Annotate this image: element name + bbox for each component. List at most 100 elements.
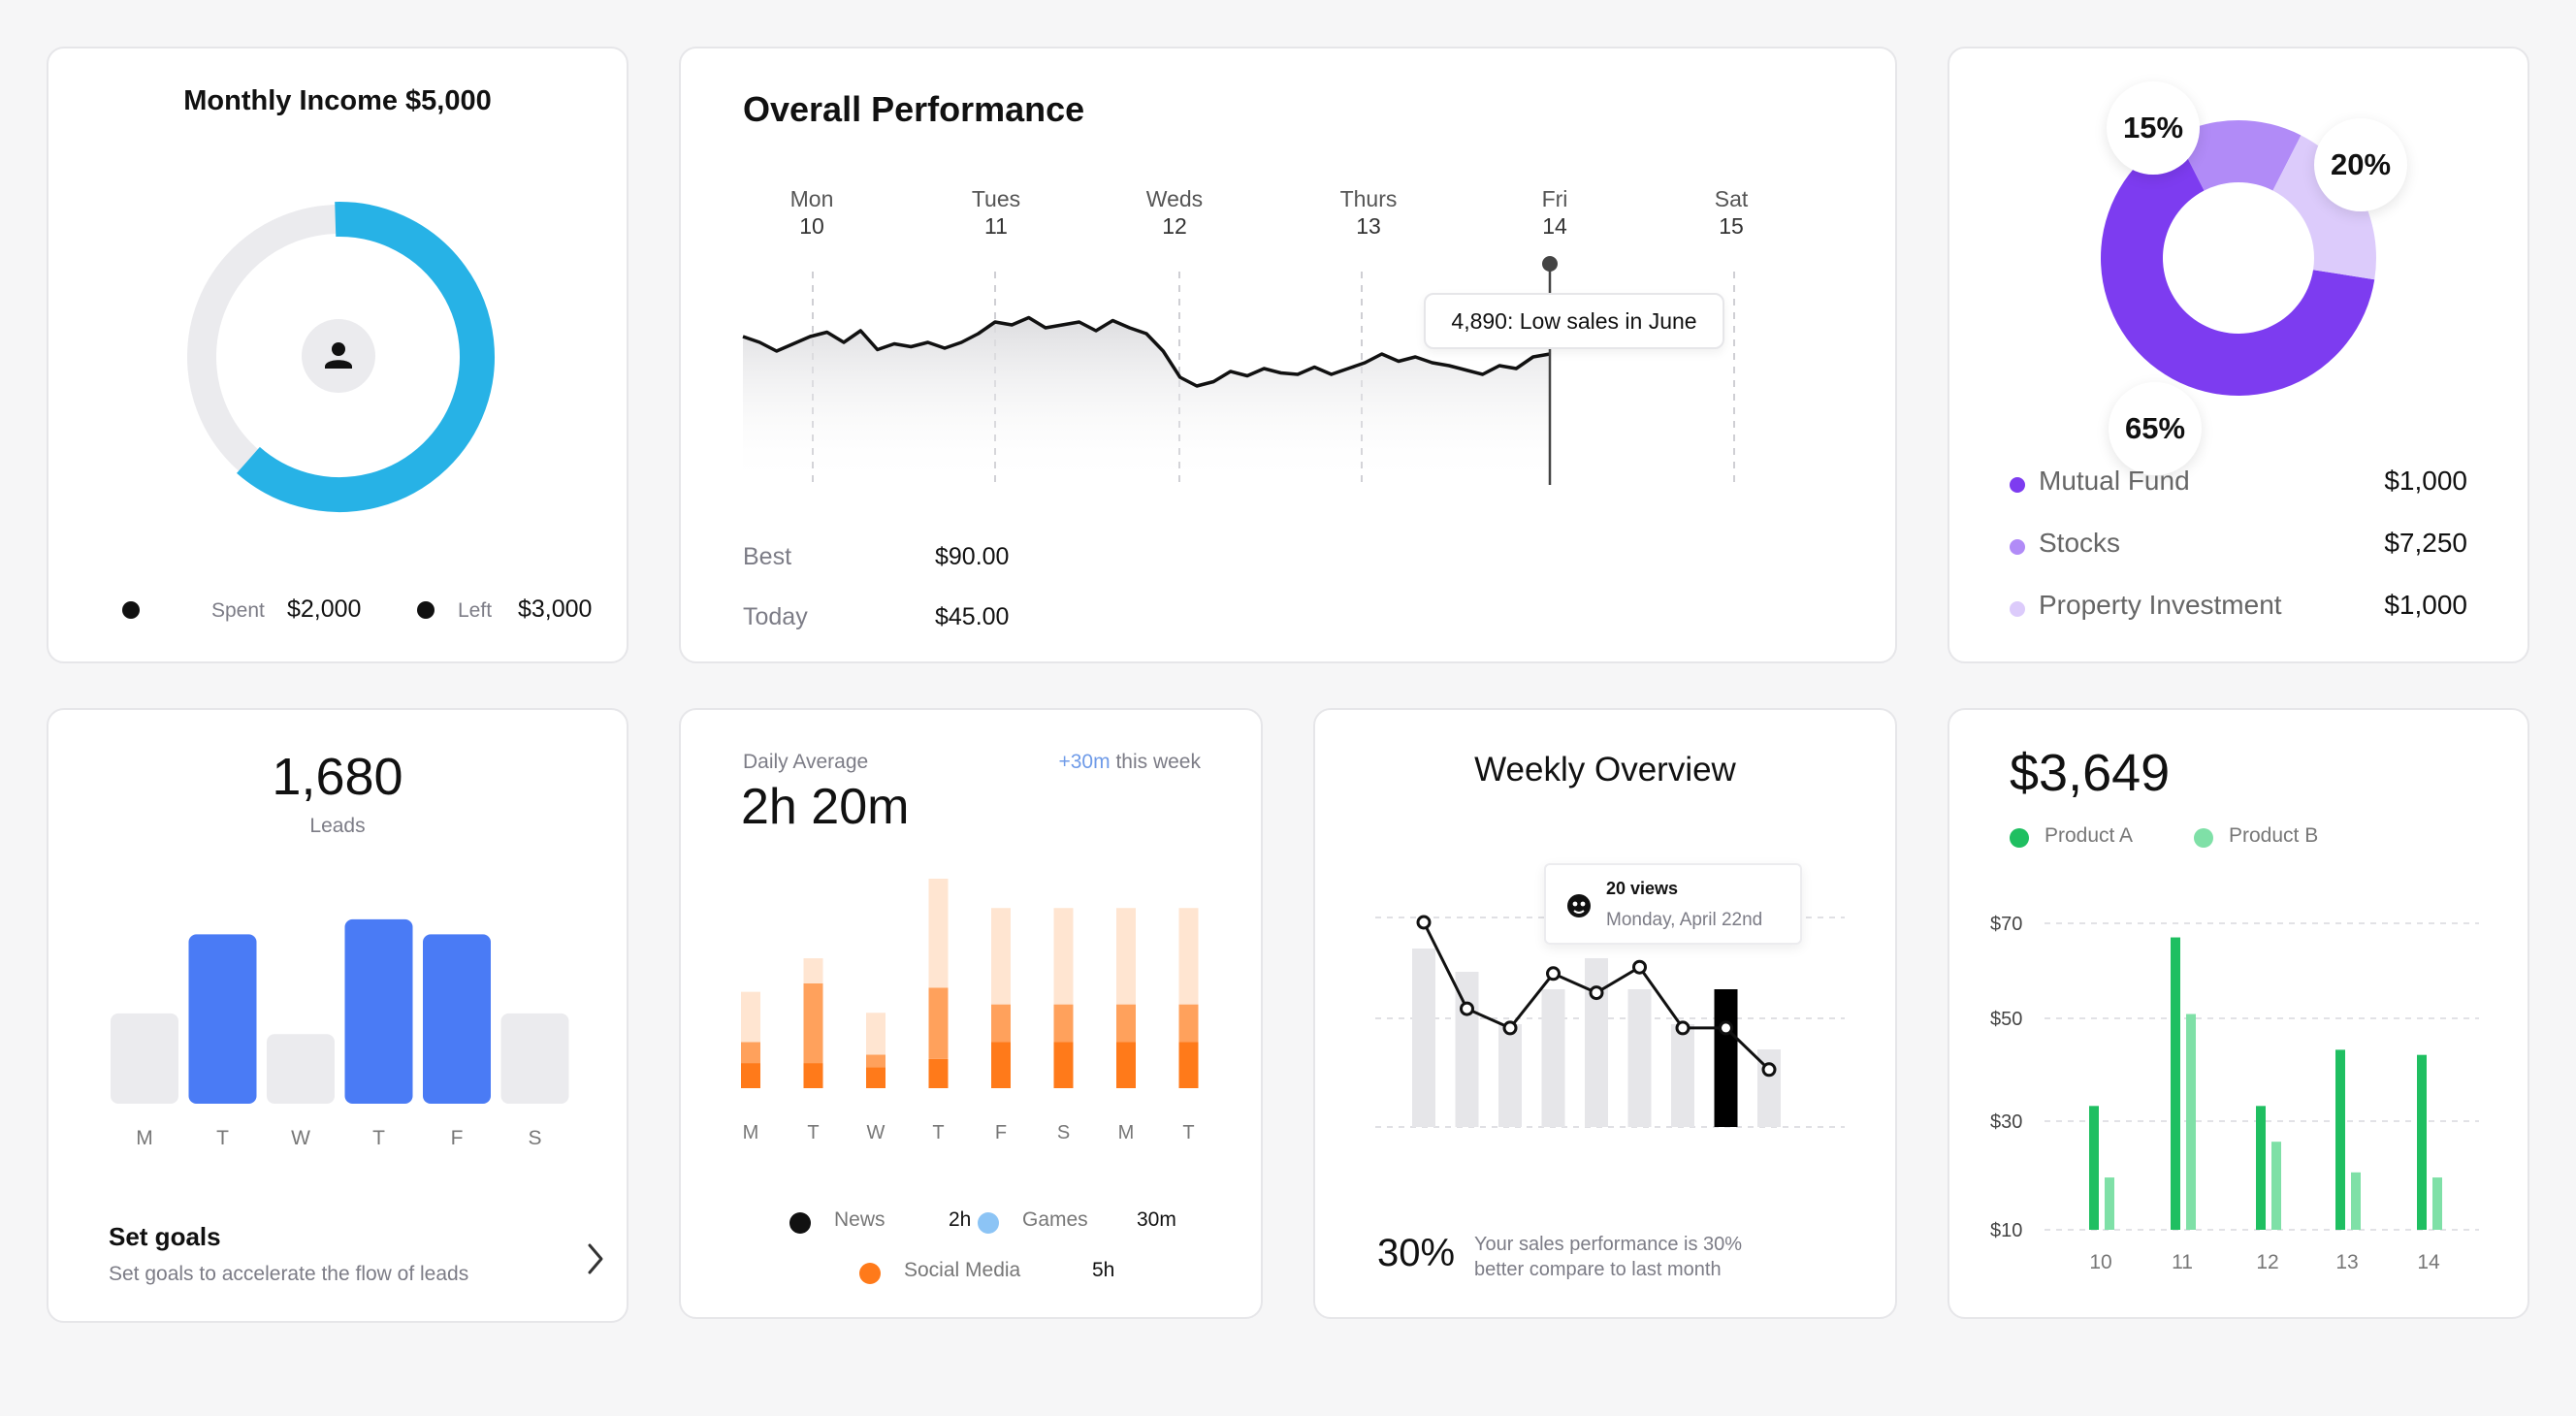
screen-bar-2-seg-2	[866, 1013, 886, 1055]
weekly-point-1	[1460, 1001, 1474, 1016]
slice-label-15: 15%	[2107, 81, 2200, 175]
slice-label-20: 20%	[2314, 118, 2407, 211]
screen-bar-1-seg-2	[803, 958, 823, 983]
donut-slice-15	[2175, 120, 2302, 191]
chevron-right-icon	[588, 1243, 603, 1274]
sales-legend-dot-0	[2010, 828, 2029, 848]
weekly-point-8	[1761, 1062, 1777, 1078]
screen-bar-0-seg-1	[741, 1042, 760, 1064]
set-goals-subtitle: Set goals to accelerate the flow of lead…	[109, 1263, 469, 1285]
screen-bar-3-seg-0	[928, 1058, 949, 1088]
performance-line-chart	[742, 256, 1735, 485]
sales-bar-b-14	[2432, 1177, 2442, 1230]
screen-legend-dot-2	[859, 1263, 881, 1284]
screen-bar-6-seg-2	[1116, 908, 1136, 1005]
sales-grouped-bar-chart: $70 $50 $30 $10 10 11 12 13 14	[1990, 914, 2479, 1273]
sales-bar-b-13	[2351, 1172, 2361, 1230]
set-goals-title[interactable]: Set goals	[109, 1222, 221, 1251]
screen-bar-7-seg-2	[1178, 908, 1199, 1005]
sales-y-tick-3: $10	[1990, 1220, 2022, 1241]
screen-day-label-6: M	[1118, 1122, 1135, 1143]
weekly-point-0	[1416, 915, 1432, 930]
sales-y-tick-1: $50	[1990, 1009, 2022, 1030]
tooltip-text: 4,890: Low sales in June	[1451, 308, 1697, 334]
sales-bar-a-14	[2417, 1054, 2427, 1230]
day-num-1: 11	[984, 213, 1008, 239]
screen-day-label-7: T	[1182, 1122, 1194, 1143]
weekly-bar-3	[1541, 989, 1565, 1127]
screen-day-label-1: T	[807, 1122, 819, 1143]
delta-value: +30m	[1058, 751, 1111, 773]
screen-bar-1-seg-0	[803, 1063, 823, 1088]
avatar[interactable]	[302, 319, 375, 393]
cursor-dot	[1542, 256, 1558, 272]
screen-time-card: Daily Average 2h 20m +30m this week M T W T…	[679, 708, 1263, 1319]
performance-line	[742, 315, 1551, 388]
screen-day-label-5: S	[1057, 1122, 1070, 1143]
weekly-combo-chart	[1375, 915, 1845, 1128]
weekly-bar-4	[1585, 958, 1608, 1127]
donut-slice-65	[2101, 135, 2375, 397]
leads-card: 1,680 Leads M T W T F S Set goals Set goals t…	[47, 708, 628, 1323]
today-value: $45.00	[935, 603, 1010, 630]
screen-bar-4-seg-1	[991, 1004, 1011, 1043]
sales-bar-a-13	[2335, 1049, 2345, 1230]
delta-suffix: this week	[1115, 751, 1201, 773]
screen-day-label-4: F	[995, 1122, 1007, 1143]
tooltip-date: Monday, April 22nd	[1606, 910, 1763, 930]
spent-value: $2,000	[287, 595, 362, 623]
legend-value-1: $7,250	[2384, 528, 2467, 558]
day-name-2: Weds	[1145, 186, 1204, 211]
screen-bar-7-seg-0	[1178, 1042, 1199, 1088]
screen-bar-0-seg-0	[741, 1063, 760, 1088]
viewer-icon	[1567, 894, 1591, 917]
income-arc	[237, 202, 495, 512]
screen-day-label-2: W	[867, 1122, 886, 1143]
sales-y-tick-0: $70	[1990, 914, 2022, 935]
leads-day-label-2: W	[291, 1127, 310, 1149]
leads-day-label-5: S	[528, 1127, 541, 1149]
screen-legend-dot-0	[789, 1212, 811, 1234]
legend-name-2: Property Investment	[2039, 590, 2282, 620]
weekly-bar-6	[1671, 1024, 1694, 1127]
day-num-3: 13	[1356, 213, 1381, 239]
screen-day-label-3: T	[932, 1122, 944, 1143]
user-icon	[325, 342, 352, 369]
day-num-2: 12	[1162, 213, 1187, 239]
screen-bar-5-seg-1	[1053, 1004, 1074, 1043]
screen-bar-5-seg-0	[1053, 1042, 1074, 1088]
weekly-bar-0	[1412, 949, 1435, 1127]
sales-x-label-14: 14	[2417, 1251, 2440, 1273]
portfolio-donut	[2101, 120, 2376, 397]
sales-legend-label-0: Product A	[2045, 824, 2134, 847]
sales-y-tick-2: $30	[1990, 1111, 2022, 1133]
legend-name-1: Stocks	[2039, 528, 2121, 558]
income-donut	[187, 202, 495, 512]
sales-x-label-13: 13	[2335, 1251, 2358, 1273]
screen-day-label-0: M	[743, 1122, 759, 1143]
screen-bar-7-seg-1	[1178, 1004, 1199, 1043]
left-dot	[417, 601, 435, 619]
screen-bar-1-seg-1	[803, 983, 823, 1064]
best-value: $90.00	[935, 543, 1010, 570]
legend-value-2: $1,000	[2384, 590, 2467, 620]
set-goals-button[interactable]	[580, 1239, 609, 1278]
spent-label: Spent	[211, 599, 265, 622]
screen-bar-6-seg-0	[1116, 1042, 1136, 1088]
weekly-point-5	[1632, 959, 1647, 975]
screen-legend-value-2: 5h	[1092, 1259, 1115, 1281]
leads-bar-2	[267, 1034, 335, 1104]
monthly-income-card: Monthly Income $5,000 Spent $2,000 Left …	[47, 47, 628, 663]
overall-performance-card: Overall Performance Mon 10 Tues 11 Weds 12 Thu…	[679, 47, 1897, 663]
day-num-5: 15	[1719, 213, 1744, 239]
slice-label-65: 65%	[2109, 382, 2202, 475]
screen-legend-label-1: Games	[1022, 1208, 1088, 1231]
left-label: Left	[458, 599, 493, 622]
leads-day-label-3: T	[372, 1127, 385, 1149]
screen-bar-0-seg-2	[741, 991, 760, 1043]
day-name-3: Thurs	[1339, 186, 1398, 211]
screen-bar-4-seg-0	[991, 1042, 1011, 1088]
tooltip-views: 20 views	[1606, 879, 1679, 898]
income-legend: Spent $2,000 Left $3,000	[122, 595, 607, 625]
daily-average-value: 2h 20m	[741, 779, 910, 835]
